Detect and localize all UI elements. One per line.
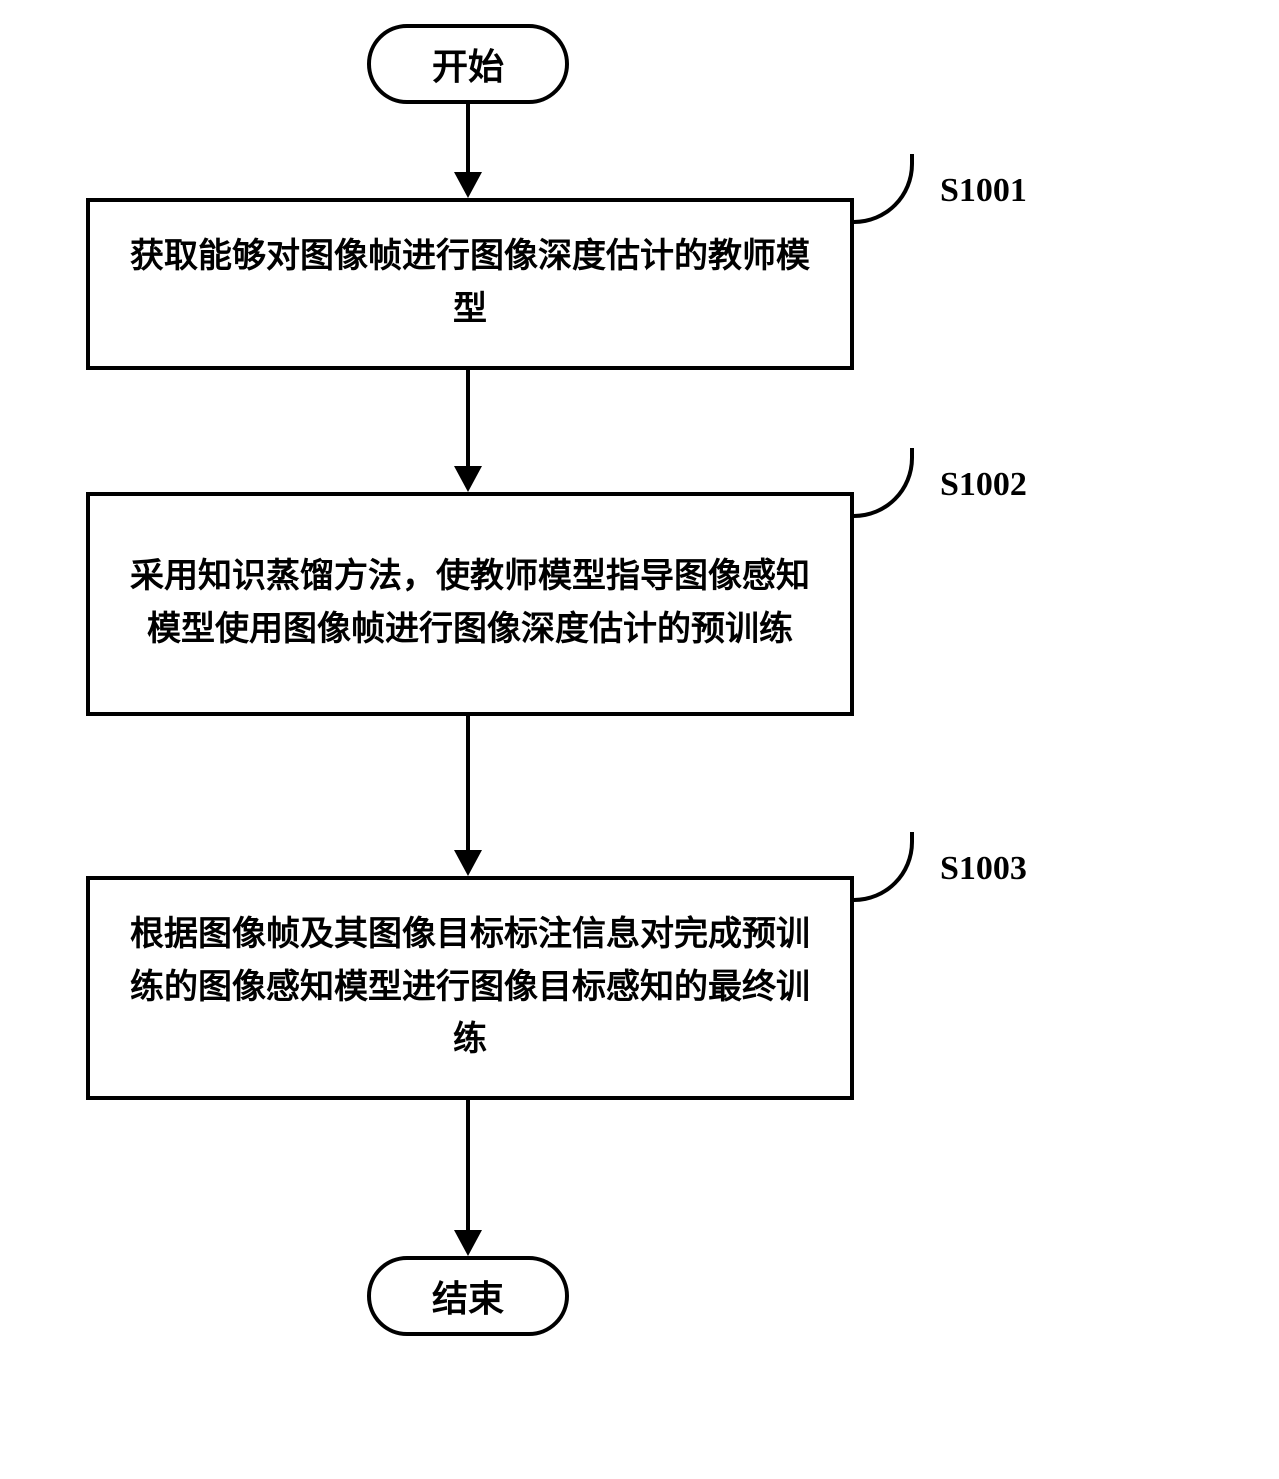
arrow-2 [466, 370, 470, 466]
arrow-2-head [454, 466, 482, 492]
step-s1001: 获取能够对图像帧进行图像深度估计的教师模型 [86, 198, 854, 370]
flowchart-canvas: 开始 获取能够对图像帧进行图像深度估计的教师模型 S1001 采用知识蒸馏方法，… [0, 0, 1279, 1479]
end-text: 结束 [432, 1270, 504, 1322]
arrow-1-head [454, 172, 482, 198]
step-s1003-text: 根据图像帧及其图像目标标注信息对完成预训练的图像感知模型进行图像目标感知的最终训… [118, 909, 822, 1067]
arrow-4-head [454, 1230, 482, 1256]
start-text: 开始 [432, 38, 504, 90]
step-s1001-text: 获取能够对图像帧进行图像深度估计的教师模型 [118, 231, 822, 336]
step-s1002: 采用知识蒸馏方法，使教师模型指导图像感知模型使用图像帧进行图像深度估计的预训练 [86, 492, 854, 716]
start-node: 开始 [367, 24, 569, 104]
label-s1001: S1001 [940, 172, 1027, 210]
label-s1002: S1002 [940, 466, 1027, 504]
label-curve-s1002 [854, 448, 914, 518]
label-curve-s1001 [854, 154, 914, 224]
arrow-1 [466, 104, 470, 172]
step-s1002-text: 采用知识蒸馏方法，使教师模型指导图像感知模型使用图像帧进行图像深度估计的预训练 [118, 551, 822, 656]
label-curve-s1003 [854, 832, 914, 902]
arrow-3-head [454, 850, 482, 876]
label-s1003: S1003 [940, 850, 1027, 888]
step-s1003: 根据图像帧及其图像目标标注信息对完成预训练的图像感知模型进行图像目标感知的最终训… [86, 876, 854, 1100]
arrow-4 [466, 1100, 470, 1230]
end-node: 结束 [367, 1256, 569, 1336]
arrow-3 [466, 716, 470, 850]
